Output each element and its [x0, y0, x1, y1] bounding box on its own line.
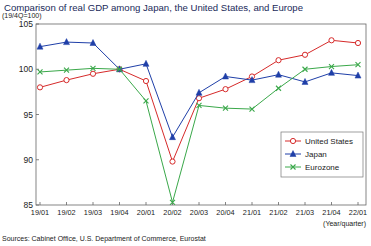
y-tick-label: 90 — [24, 155, 34, 165]
x-tick-label: 21/02 — [269, 208, 287, 217]
y-tick-label: 100 — [19, 64, 33, 74]
x-tick — [225, 202, 226, 205]
legend-marker — [290, 138, 295, 143]
source-note: Sources: Cabinet Office, U.S. Department… — [2, 235, 206, 243]
data-point — [223, 87, 228, 92]
x-tick-label: 20/04 — [216, 208, 234, 217]
data-point — [329, 64, 334, 69]
x-tick-label: 22/01 — [349, 208, 367, 217]
data-point — [276, 71, 282, 77]
x-axis-label: (Year/quarter) — [323, 220, 366, 228]
legend-label: Eurozone — [305, 163, 340, 172]
data-point — [249, 77, 255, 83]
data-point — [64, 78, 69, 83]
data-point — [276, 86, 281, 91]
x-tick-label: 20/01 — [137, 208, 155, 217]
legend-box — [281, 132, 363, 177]
data-point — [144, 98, 149, 103]
data-point — [356, 62, 361, 67]
x-tick — [199, 202, 200, 205]
data-point — [355, 40, 360, 45]
y-tick — [36, 114, 39, 115]
data-point — [223, 73, 229, 79]
data-point — [143, 60, 149, 66]
data-point — [223, 106, 228, 111]
series-group — [37, 38, 361, 205]
data-point — [117, 67, 122, 72]
x-tick-label: 20/03 — [190, 208, 208, 217]
x-tick — [66, 202, 67, 205]
x-tick-label: 19/01 — [31, 208, 49, 217]
x-tick — [305, 202, 306, 205]
data-point — [276, 58, 281, 63]
data-point — [302, 78, 308, 84]
x-tick — [278, 202, 279, 205]
y-tick — [36, 159, 39, 160]
data-point — [303, 67, 308, 72]
data-point — [196, 89, 202, 95]
x-tick — [119, 202, 120, 205]
x-tick-label: 19/04 — [110, 208, 128, 217]
x-tick — [146, 202, 147, 205]
data-point — [37, 43, 43, 49]
x-tick-label: 21/03 — [296, 208, 314, 217]
x-tick — [40, 202, 41, 205]
data-point — [90, 40, 96, 46]
y-tick — [36, 205, 39, 206]
data-point — [91, 66, 96, 71]
plot-frame — [36, 24, 366, 205]
data-point — [143, 78, 148, 83]
x-tick-label: 19/02 — [57, 208, 75, 217]
data-point — [37, 85, 42, 90]
data-point — [197, 103, 202, 108]
x-tick-label: 21/04 — [322, 208, 340, 217]
x-tick — [93, 202, 94, 205]
y-tick-label: 95 — [24, 110, 34, 120]
data-point — [302, 52, 307, 57]
legend-label: Japan — [305, 150, 327, 159]
series-line — [40, 40, 358, 161]
data-point — [90, 71, 95, 76]
legend: United States Japan Eurozone — [281, 132, 363, 177]
data-point — [329, 69, 335, 75]
data-point — [170, 159, 175, 164]
data-point — [38, 69, 43, 74]
x-tick-label: 21/01 — [243, 208, 261, 217]
data-point — [170, 134, 176, 140]
title: Comparison of real GDP among Japan, the … — [4, 2, 303, 13]
series-line — [40, 42, 358, 137]
data-point — [355, 72, 361, 78]
data-point — [250, 107, 255, 112]
legend-marker — [291, 165, 296, 170]
y-tick-label: 105 — [19, 19, 33, 29]
data-point — [170, 200, 175, 205]
y-tick — [36, 24, 39, 25]
data-point — [329, 38, 334, 43]
x-tick — [252, 202, 253, 205]
data-point — [64, 68, 69, 73]
data-point — [64, 39, 70, 45]
chart: Comparison of real GDP among Japan, the … — [0, 0, 371, 246]
x-tick-label: 19/03 — [84, 208, 102, 217]
legend-label: United States — [305, 137, 353, 146]
legend-marker — [290, 151, 296, 157]
x-tick-label: 20/02 — [163, 208, 181, 217]
x-tick — [331, 202, 332, 205]
x-tick — [358, 202, 359, 205]
